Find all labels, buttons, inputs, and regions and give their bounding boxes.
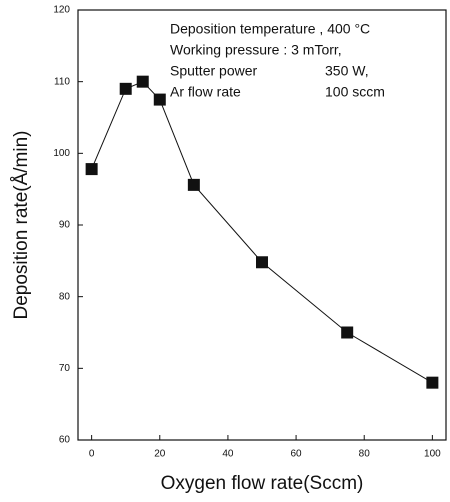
y-axis-title: Deposition rate(Å/min) [11,130,32,319]
annotation: 100 sccm [325,84,385,100]
x-tick-label: 0 [89,449,95,460]
annotation: Deposition temperature , 400 °C [170,21,370,37]
x-tick-label: 40 [222,449,234,460]
data-point [341,326,354,339]
y-tick-label: 90 [59,220,71,231]
annotation: Sputter power [170,63,257,79]
data-point [85,163,98,176]
y-tick-label: 120 [53,5,70,16]
x-tick-label: 20 [154,449,166,460]
y-tick-label: 70 [59,363,71,374]
y-tick-label: 100 [53,148,70,159]
x-tick-label: 100 [424,449,441,460]
x-tick-label: 60 [291,449,303,460]
plot-frame [77,9,447,441]
y-tick-label: 110 [54,76,70,87]
data-line [91,81,433,384]
y-tick-label: 60 [59,435,71,446]
x-axis-title: Oxygen flow rate(Sccm) [161,473,364,494]
data-point [136,75,149,88]
annotation: Ar flow rate [170,84,241,100]
x-tick-label: 80 [359,449,371,460]
data-point [187,178,200,191]
data-point [256,256,268,269]
data-point [153,93,166,106]
data-point [119,82,132,95]
data-point [426,376,439,389]
annotation: 350 W, [325,63,369,79]
y-tick-label: 80 [59,291,71,302]
annotation: Working pressure : 3 mTorr, [170,42,342,58]
